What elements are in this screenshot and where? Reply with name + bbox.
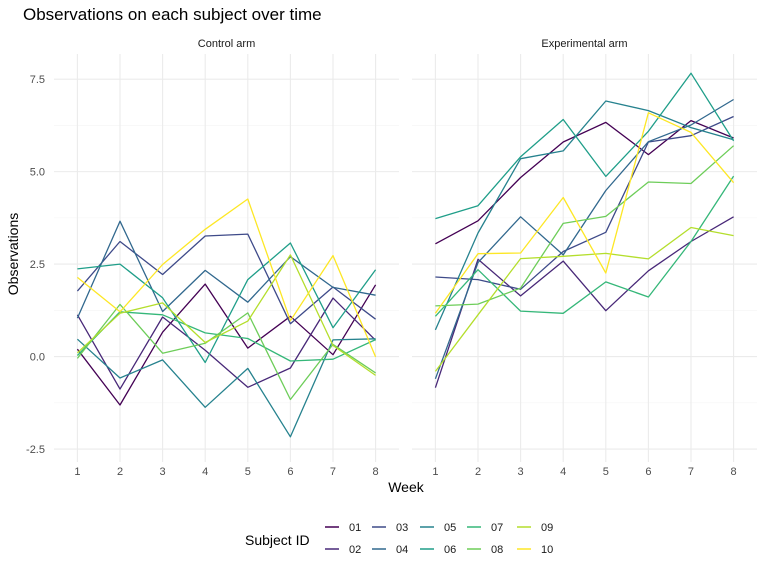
chart-title: Observations on each subject over time [23, 5, 322, 24]
legend: Subject ID 01 02 03 04 05 06 07 08 09 10 [245, 522, 553, 556]
x-tick-label: 8 [373, 466, 379, 478]
series-line-07 [434, 175, 735, 317]
x-tick-label: 7 [330, 466, 336, 478]
legend-label: 01 [349, 522, 361, 534]
x-tick-label: 7 [688, 466, 694, 478]
series-line-10 [434, 112, 735, 314]
legend-label: 02 [349, 544, 361, 556]
series-line-01 [76, 283, 377, 406]
legend-entries: 01 02 03 04 05 06 07 08 09 10 [325, 522, 553, 556]
panel-gridlines [412, 54, 757, 462]
series-line-09 [76, 254, 376, 376]
legend-label: 07 [491, 522, 503, 534]
panel-x-tick-labels: 1 2 3 4 5 6 7 8 [74, 466, 378, 478]
panel-experimental-arm: Experimental arm 1 2 3 4 5 6 7 8 [412, 38, 757, 478]
legend-item-01: 01 [325, 522, 361, 534]
x-tick-label: 6 [645, 466, 651, 478]
legend-label: 03 [396, 522, 408, 534]
series-line-04 [76, 220, 376, 319]
x-tick-label: 5 [603, 466, 609, 478]
series-line-08 [76, 303, 376, 401]
series-line-09 [434, 226, 734, 372]
series-line-04 [434, 98, 734, 380]
x-tick-label: 5 [245, 466, 251, 478]
legend-item-02: 02 [325, 544, 361, 556]
legend-item-04: 04 [372, 544, 408, 556]
x-tick-label: 1 [74, 466, 80, 478]
y-tick-label: 7.5 [30, 74, 45, 86]
panel-series-lines [76, 198, 377, 438]
series-line-02 [76, 297, 377, 390]
series-line-06 [435, 72, 735, 220]
legend-title: Subject ID [245, 532, 310, 548]
x-tick-label: 3 [160, 466, 166, 478]
x-tick-label: 2 [475, 466, 481, 478]
x-tick-label: 2 [117, 466, 123, 478]
legend-item-06: 06 [420, 544, 456, 556]
legend-label: 10 [541, 544, 553, 556]
x-tick-label: 3 [518, 466, 524, 478]
legend-label: 04 [396, 544, 408, 556]
x-tick-label: 6 [287, 466, 293, 478]
series-line-06 [77, 242, 377, 364]
series-line-03 [435, 115, 734, 290]
legend-item-07: 07 [467, 522, 503, 534]
series-line-02 [434, 216, 734, 388]
series-line-03 [76, 233, 376, 325]
y-axis-title: Observations [5, 213, 21, 295]
legend-item-09: 09 [517, 522, 553, 534]
y-tick-label: -2.5 [26, 444, 45, 456]
y-tick-label: 2.5 [30, 259, 45, 271]
legend-item-05: 05 [420, 522, 456, 534]
x-tick-label: 4 [560, 466, 566, 478]
series-line-05 [434, 100, 734, 331]
series-line-01 [435, 119, 734, 245]
series-line-05 [76, 338, 376, 438]
legend-item-10: 10 [517, 544, 553, 556]
legend-label: 09 [541, 522, 553, 534]
panel-strip-label: Experimental arm [541, 38, 627, 50]
y-tick-labels: -2.5 0.0 2.5 5.0 7.5 [26, 74, 45, 456]
panel-strip-label: Control arm [198, 38, 255, 50]
panel-control-arm: Control arm 1 2 3 4 5 6 7 8 [54, 38, 399, 478]
series-line-08 [435, 145, 735, 307]
panel-gridlines [54, 54, 399, 462]
x-tick-label: 1 [432, 466, 438, 478]
legend-label: 06 [444, 544, 456, 556]
legend-label: 08 [491, 544, 503, 556]
legend-item-08: 08 [467, 544, 503, 556]
x-tick-label: 4 [202, 466, 208, 478]
series-line-10 [76, 198, 377, 358]
legend-item-03: 03 [372, 522, 408, 534]
legend-label: 05 [444, 522, 456, 534]
x-tick-label: 8 [731, 466, 737, 478]
panel-x-tick-labels: 1 2 3 4 5 6 7 8 [432, 466, 736, 478]
y-tick-label: 0.0 [30, 352, 45, 364]
x-axis-title: Week [388, 479, 425, 495]
panel-series-lines [434, 72, 735, 388]
y-tick-label: 5.0 [30, 167, 45, 179]
